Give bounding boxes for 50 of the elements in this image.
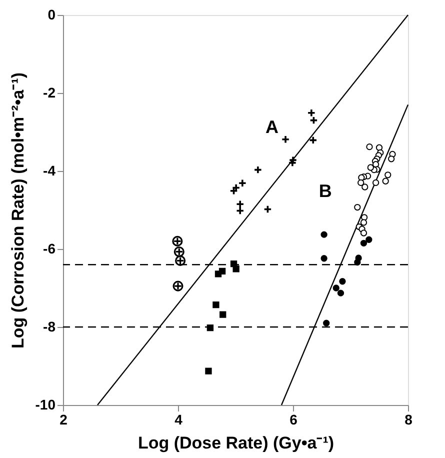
point: [323, 320, 330, 326]
y-tick-label: -10: [35, 396, 56, 412]
annotation: B: [318, 180, 332, 201]
point: [205, 368, 212, 374]
point: [358, 179, 364, 186]
point: [238, 178, 247, 188]
annotation: A: [265, 117, 278, 138]
point: [388, 156, 395, 162]
point: [232, 266, 240, 272]
point: [320, 231, 328, 238]
point: [172, 236, 183, 246]
point: [366, 144, 373, 150]
point: [307, 108, 316, 118]
x-tick-label: 6: [290, 412, 298, 428]
point: [354, 204, 361, 211]
point: [320, 255, 328, 262]
point: [337, 290, 344, 296]
y-tick-label: -8: [43, 318, 56, 334]
point: [281, 135, 290, 144]
point: [308, 136, 318, 144]
point: [309, 116, 318, 125]
point: [332, 284, 340, 292]
point: [212, 301, 220, 308]
point: [230, 186, 238, 196]
x-tick-label: 2: [60, 412, 68, 428]
point: [220, 311, 226, 318]
point: [372, 179, 380, 186]
point: [360, 219, 368, 226]
y-tick-label: -6: [43, 240, 56, 256]
y-tick-label: -2: [43, 84, 56, 100]
point: [339, 278, 346, 285]
y-tick-label: 0: [48, 6, 56, 22]
x-tick-label: 4: [174, 412, 183, 428]
point: [236, 200, 244, 208]
point: [382, 178, 389, 184]
x-axis-title: Log (Dose Rate) (Gy•a⁻¹): [138, 434, 334, 452]
point: [354, 258, 361, 266]
point: [367, 164, 374, 171]
point: [360, 230, 368, 236]
point: [254, 166, 262, 174]
y-tick-label: -4: [43, 162, 56, 178]
point: [360, 240, 368, 246]
x-tick-label: 8: [404, 412, 413, 428]
point: [214, 270, 222, 278]
point: [366, 236, 372, 243]
y-axis-title: Log (Corrosion Rate) (mol•m⁻²•a⁻¹): [8, 72, 28, 349]
point: [263, 204, 272, 214]
point: [362, 184, 368, 190]
point: [384, 172, 392, 178]
point: [236, 206, 244, 216]
